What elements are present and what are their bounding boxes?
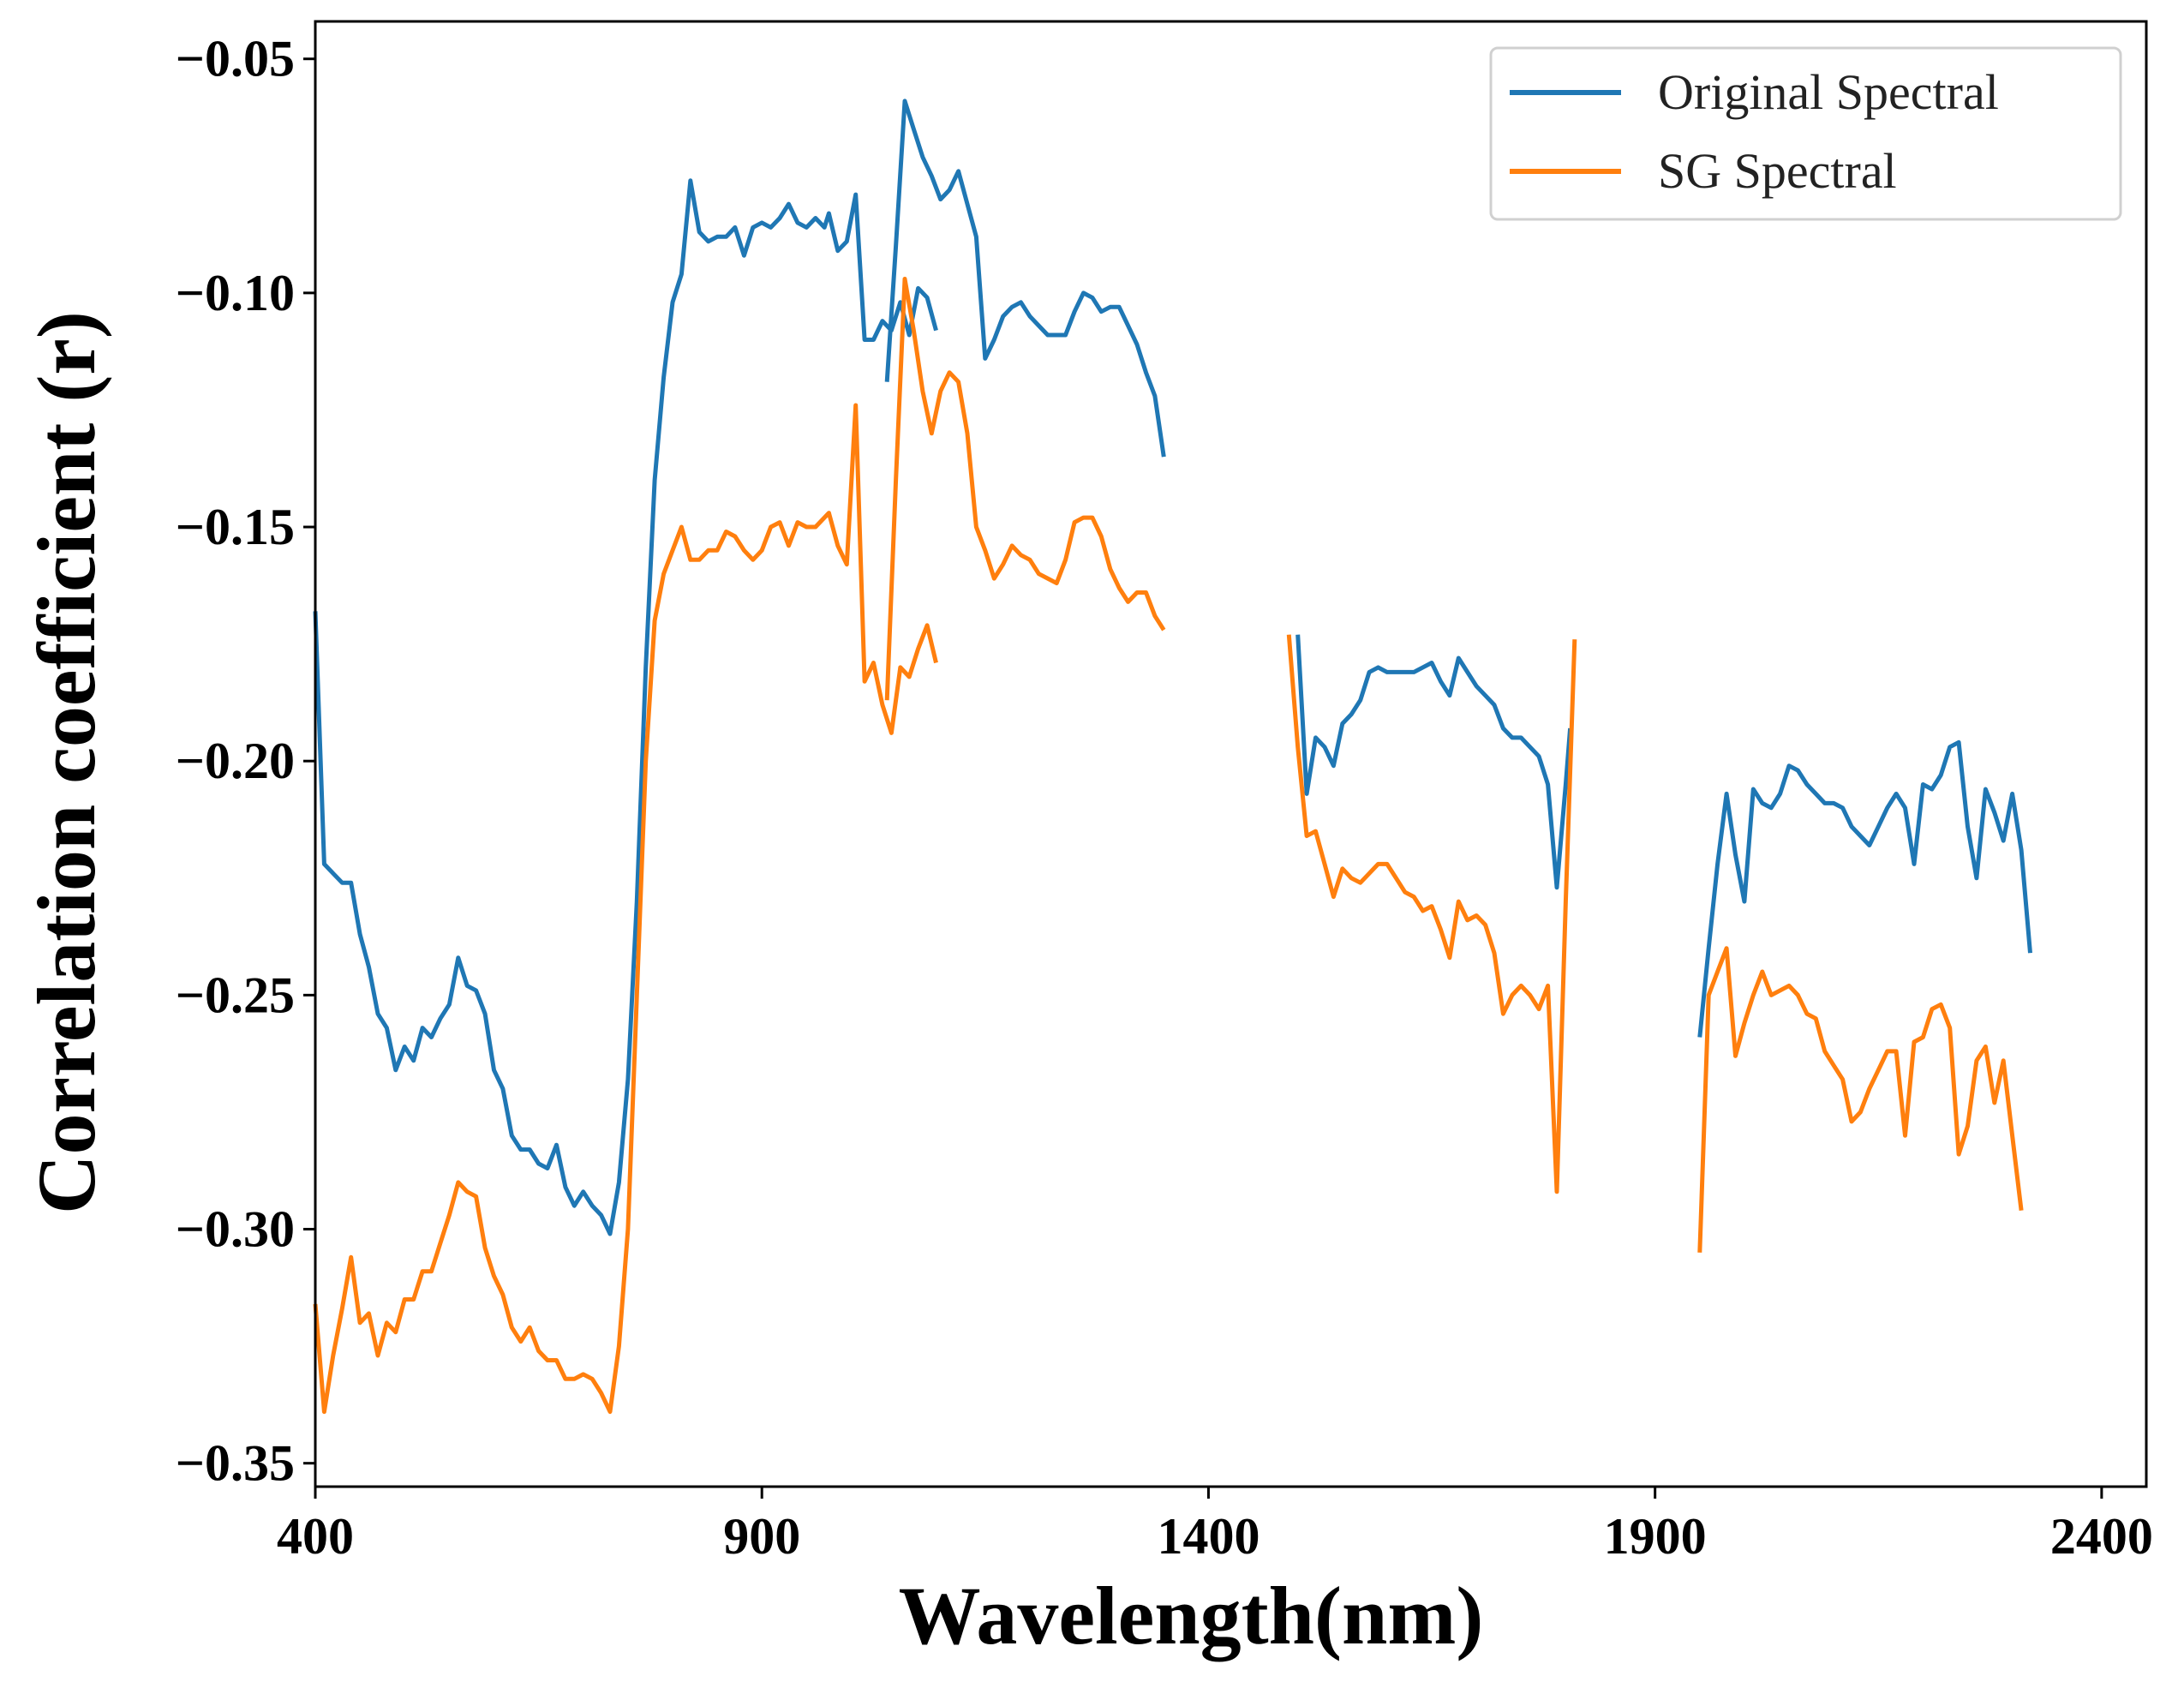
x-tick-label: 400	[277, 1508, 354, 1565]
plot-lines	[313, 99, 2032, 1415]
series-line-sg-spectral-segment-2	[884, 277, 1166, 701]
x-tick-label: 2400	[2050, 1508, 2153, 1565]
series-line-original-spectral-segment-4	[1697, 739, 2032, 1038]
y-axis: −0.35 −0.30 −0.25 −0.20 −0.15 −0.10 −0.05	[176, 31, 315, 1492]
legend-label-original-spectral: Original Spectral	[1658, 64, 1999, 120]
y-axis-label: Correlation coefficient (r)	[21, 311, 112, 1214]
y-tick-label: −0.10	[176, 265, 295, 321]
legend-box	[1489, 46, 2122, 221]
y-tick-label: −0.25	[176, 967, 295, 1023]
x-tick-label: 1900	[1604, 1508, 1707, 1565]
series-line-sg-spectral-segment-1	[313, 403, 938, 1415]
legend: Original Spectral SG Spectral	[1489, 46, 2122, 221]
x-axis-label: Wavelength(nm)	[899, 1570, 1484, 1661]
y-tick-label: −0.30	[176, 1201, 295, 1258]
series-line-original-spectral-segment-3	[1295, 634, 1573, 890]
series-line-original-spectral-segment-2	[884, 99, 1166, 458]
plot-frame	[314, 20, 2148, 1488]
y-tick-label: −0.20	[176, 733, 295, 789]
y-tick-label: −0.15	[176, 499, 295, 555]
series-line-sg-spectral-segment-4	[1697, 946, 2024, 1253]
series-line-sg-spectral-segment-3	[1286, 634, 1577, 1194]
series-line-original-spectral-segment-1	[313, 178, 938, 1236]
x-tick-label: 1400	[1157, 1508, 1260, 1565]
x-axis: 400 900 1400 1900 2400	[277, 1487, 2153, 1565]
y-tick-label: −0.35	[176, 1435, 295, 1492]
x-tick-label: 900	[723, 1508, 800, 1565]
legend-label-sg-spectral: SG Spectral	[1658, 143, 1897, 199]
y-tick-label: −0.05	[176, 31, 295, 87]
